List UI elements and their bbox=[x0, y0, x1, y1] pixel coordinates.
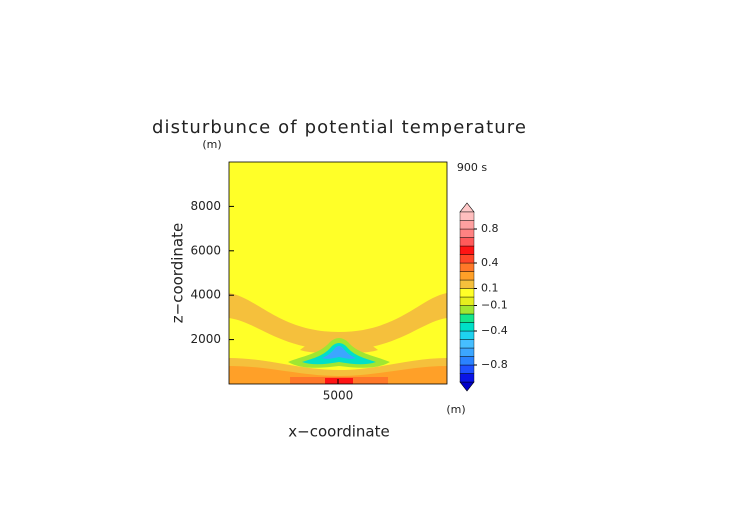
colorbar-box bbox=[459, 237, 475, 247]
colorbar-label: −0.1 bbox=[481, 299, 508, 312]
colorbar-box bbox=[459, 296, 475, 306]
colorbar-box bbox=[459, 211, 475, 221]
colorbar-label: −0.4 bbox=[481, 324, 508, 337]
y-axis-label: z−coordinate bbox=[169, 223, 187, 323]
colorbar-box bbox=[459, 364, 475, 374]
colorbar-box bbox=[459, 262, 475, 272]
x-unit: (m) bbox=[446, 403, 465, 416]
colorbar-box bbox=[459, 347, 475, 357]
y-unit: (m) bbox=[202, 138, 221, 151]
y-tick-label: 4000 bbox=[190, 288, 221, 302]
colorbar-box bbox=[459, 220, 475, 230]
y-tick-label: 2000 bbox=[190, 332, 221, 346]
contour-region bbox=[322, 346, 356, 359]
contour-region bbox=[229, 366, 447, 384]
colorbar-box bbox=[459, 313, 475, 323]
colorbar-label: −0.8 bbox=[481, 358, 508, 371]
colorbar-box bbox=[459, 288, 475, 298]
colorbar-under bbox=[459, 381, 475, 392]
x-tick-label: 5000 bbox=[323, 389, 354, 403]
colorbar-box bbox=[459, 322, 475, 332]
x-axis-label: x−coordinate bbox=[288, 423, 389, 441]
colorbar-label: 0.8 bbox=[481, 222, 499, 235]
colorbar-box bbox=[459, 330, 475, 340]
time-label: 900 s bbox=[457, 161, 487, 174]
colorbar-box bbox=[459, 339, 475, 349]
chart-title: disturbunce of potential temperature bbox=[152, 117, 526, 138]
colorbar-box bbox=[459, 279, 475, 289]
y-tick-label: 8000 bbox=[190, 199, 221, 213]
colorbar-box bbox=[459, 305, 475, 315]
colorbar-box bbox=[459, 356, 475, 366]
colorbar-box bbox=[459, 228, 475, 238]
colorbar-label: 0.4 bbox=[481, 256, 499, 269]
colorbar-label: 0.1 bbox=[481, 282, 499, 295]
colorbar-over bbox=[459, 202, 475, 213]
colorbar-box bbox=[459, 373, 475, 383]
contour-region bbox=[229, 293, 447, 350]
y-tick-label: 6000 bbox=[190, 243, 221, 257]
colorbar-box bbox=[459, 245, 475, 255]
contour-region bbox=[325, 378, 353, 384]
colorbar-box bbox=[459, 271, 475, 281]
colorbar-box bbox=[459, 254, 475, 264]
